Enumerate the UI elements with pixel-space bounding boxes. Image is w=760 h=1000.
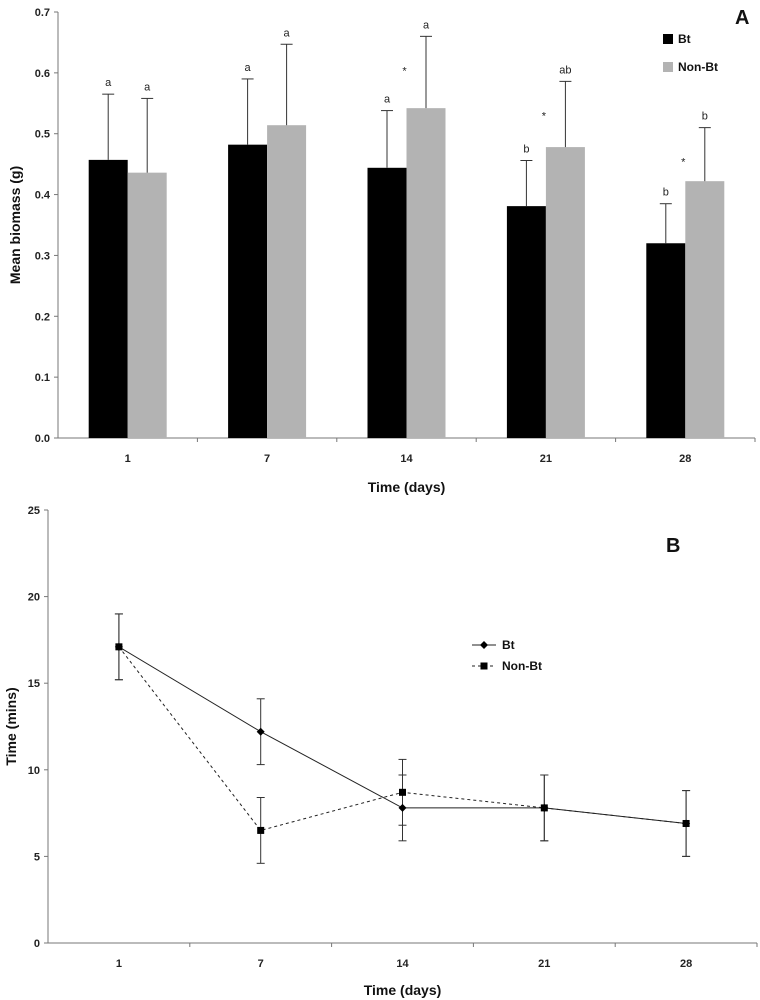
- panel-a-label: A: [735, 7, 749, 29]
- panel-b-y-tick-label: 20: [28, 592, 40, 604]
- panel-a-y-tick-label: 0.4: [35, 190, 51, 202]
- panel-a-legend-label-non-bt: Non-Bt: [678, 60, 718, 74]
- panel-a-significance-star: *: [681, 157, 686, 169]
- panel-a-x-tick-label: 1: [125, 453, 131, 465]
- panel-a-y-tick-label: 0.7: [35, 7, 50, 19]
- panel-a-x-axis-title: Time (days): [368, 479, 446, 495]
- panel-a-bar-bt: [506, 206, 546, 438]
- panel-b-legend-marker-non-bt: [480, 662, 488, 670]
- panel-a-y-tick-label: 0.1: [35, 372, 50, 384]
- panel-a-bar-non-bt: [267, 125, 307, 439]
- panel-b-point-bt: [398, 803, 407, 812]
- panel-b-x-tick-label: 21: [538, 958, 550, 970]
- panel-b-point-non-bt: [540, 804, 548, 812]
- panel-a-y-tick-label: 0.0: [35, 433, 50, 445]
- panel-a-y-tick-label: 0.3: [35, 250, 50, 262]
- panel-a-y-tick-label: 0.6: [35, 68, 50, 80]
- panel-a-letter-label: a: [105, 77, 112, 89]
- panel-a-bar-non-bt: [545, 147, 585, 439]
- panel-a-y-tick-label: 0.2: [35, 311, 50, 323]
- panel-b-x-tick-label: 7: [258, 958, 264, 970]
- panel-a-x-tick-label: 21: [540, 453, 552, 465]
- panel-a-bar-non-bt: [406, 108, 446, 438]
- panel-a-letter-label: ab: [559, 64, 571, 76]
- panel-a-letter-label: a: [144, 81, 151, 93]
- panel-b-point-bt: [256, 727, 265, 736]
- panel-a-bar-bt: [88, 159, 128, 438]
- panel-a-letter-label: b: [702, 111, 708, 123]
- panel-b-point-non-bt: [399, 788, 406, 796]
- panel-a-letter-label: a: [423, 19, 430, 31]
- panel-a-significance-star: *: [402, 65, 407, 77]
- panel-b-x-tick-label: 28: [680, 958, 692, 970]
- panel-a-y-axis-title: Mean biomass (g): [7, 166, 23, 284]
- panel-a-bar-non-bt: [685, 181, 725, 438]
- panel-a-bar-bt: [367, 167, 407, 438]
- panel-b-x-tick-label: 1: [116, 958, 122, 970]
- panel-a-legend-swatch-bt: [663, 34, 673, 44]
- panel-b-point-non-bt: [682, 819, 690, 827]
- panel-b-legend-label-non-bt: Non-Bt: [502, 659, 542, 673]
- panel-b-y-axis-title: Time (mins): [3, 687, 19, 765]
- panel-a-y-tick-label: 0.5: [35, 129, 50, 141]
- panel-b-label: B: [666, 535, 680, 557]
- panel-a-legend-swatch-non-bt: [663, 62, 673, 72]
- panel-a-x-tick-label: 7: [264, 453, 270, 465]
- panel-b-x-tick-label: 14: [396, 958, 409, 970]
- panel-a-bar-bt: [228, 144, 268, 438]
- panel-b-legend-label-bt: Bt: [502, 638, 515, 652]
- panel-a-letter-label: b: [663, 187, 669, 199]
- panel-b-y-tick-label: 0: [34, 938, 40, 950]
- panel-b-y-tick-label: 5: [34, 851, 40, 863]
- panel-a-letter-label: b: [523, 143, 529, 155]
- panel-b-x-axis-title: Time (days): [364, 982, 442, 998]
- panel-a-bar-bt: [646, 243, 686, 438]
- panel-b-point-non-bt: [257, 826, 265, 834]
- panel-b-y-tick-label: 25: [28, 505, 40, 517]
- panel-a-legend-label-bt: Bt: [678, 32, 691, 46]
- panel-b-y-tick-label: 15: [28, 678, 40, 690]
- panel-a-letter-label: a: [384, 94, 391, 106]
- panel-a-x-tick-label: 28: [679, 453, 691, 465]
- panel-a-letter-label: a: [245, 62, 252, 74]
- panel-a-x-tick-label: 14: [400, 453, 413, 465]
- panel-a-significance-star: *: [542, 110, 547, 122]
- panel-b-legend-marker-bt: [480, 641, 488, 649]
- panel-a-letter-label: a: [284, 27, 291, 39]
- panel-a-bar-non-bt: [127, 172, 167, 439]
- panel-b-point-non-bt: [115, 643, 123, 651]
- panel-b-y-tick-label: 10: [28, 765, 40, 777]
